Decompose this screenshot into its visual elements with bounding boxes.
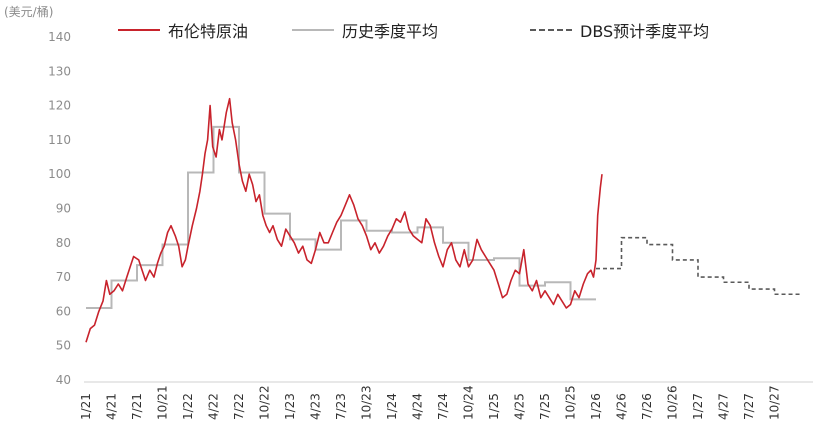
x-tick-label: 7/24 <box>436 393 450 420</box>
y-tick-label: 100 <box>48 167 71 181</box>
series-historical-quarterly-avg <box>86 125 596 309</box>
legend-label-dbs-forecast: DBS预计季度平均 <box>580 22 710 41</box>
x-tick-label: 1/27 <box>691 393 705 420</box>
legend-swatch-dbs-forecast <box>530 29 572 31</box>
x-tick-label: 7/26 <box>640 393 654 420</box>
x-tick-label: 4/27 <box>717 393 731 420</box>
legend-item-brent: 布伦特原油 <box>118 18 248 42</box>
x-tick-label: 1/24 <box>385 393 399 420</box>
legend-item-historical-avg: 历史季度平均 <box>292 18 438 42</box>
legend-label-brent: 布伦特原油 <box>168 22 249 41</box>
y-tick-label: 140 <box>48 30 71 44</box>
y-tick-label: 130 <box>48 64 71 78</box>
x-tick-label: 10/24 <box>462 385 476 420</box>
x-tick-label: 10/23 <box>360 385 374 420</box>
x-tick-label: 1/25 <box>487 393 501 420</box>
x-tick-label: 7/21 <box>130 393 144 420</box>
x-tick-label: 1/21 <box>79 393 93 420</box>
chart-legend: 布伦特原油 历史季度平均 DBS预计季度平均 <box>0 18 834 44</box>
x-tick-label: 10/22 <box>258 385 272 420</box>
x-tick-label: 10/21 <box>156 385 170 420</box>
series-dbs-forecast-quarterly-avg <box>596 236 800 296</box>
x-tick-label: 4/24 <box>411 393 425 420</box>
x-tick-label: 1/22 <box>181 393 195 420</box>
legend-swatch-brent <box>118 29 160 31</box>
y-tick-label: 70 <box>56 270 71 284</box>
x-tick-label: 1/26 <box>589 393 603 420</box>
legend-swatch-historical-avg <box>292 29 334 31</box>
y-tick-label: 90 <box>56 202 71 216</box>
x-tick-label: 4/26 <box>615 393 629 420</box>
x-tick-label: 1/23 <box>283 393 297 420</box>
x-tick-label: 4/22 <box>207 393 221 420</box>
x-tick-label: 7/23 <box>334 393 348 420</box>
legend-item-dbs-forecast: DBS预计季度平均 <box>530 18 709 42</box>
x-tick-label: 7/25 <box>538 393 552 420</box>
x-tick-label: 4/25 <box>513 393 527 420</box>
y-tick-label: 60 <box>56 304 71 318</box>
x-tick-label: 10/25 <box>564 385 578 420</box>
y-tick-label: 110 <box>48 133 71 147</box>
y-tick-label: 40 <box>56 373 71 387</box>
y-axis-unit-label: (美元/桶) <box>4 5 54 19</box>
y-tick-label: 120 <box>48 99 71 113</box>
x-tick-label: 10/26 <box>666 385 680 420</box>
x-tick-label: 4/23 <box>309 393 323 420</box>
y-tick-label: 80 <box>56 236 71 250</box>
x-tick-label: 7/27 <box>742 393 756 420</box>
x-tick-label: 7/22 <box>232 393 246 420</box>
legend-label-historical-avg: 历史季度平均 <box>342 22 439 41</box>
series-brent-crude <box>85 97 603 343</box>
x-tick-label: 10/27 <box>768 385 782 420</box>
x-tick-label: 4/21 <box>105 393 119 420</box>
y-tick-label: 50 <box>56 339 71 353</box>
